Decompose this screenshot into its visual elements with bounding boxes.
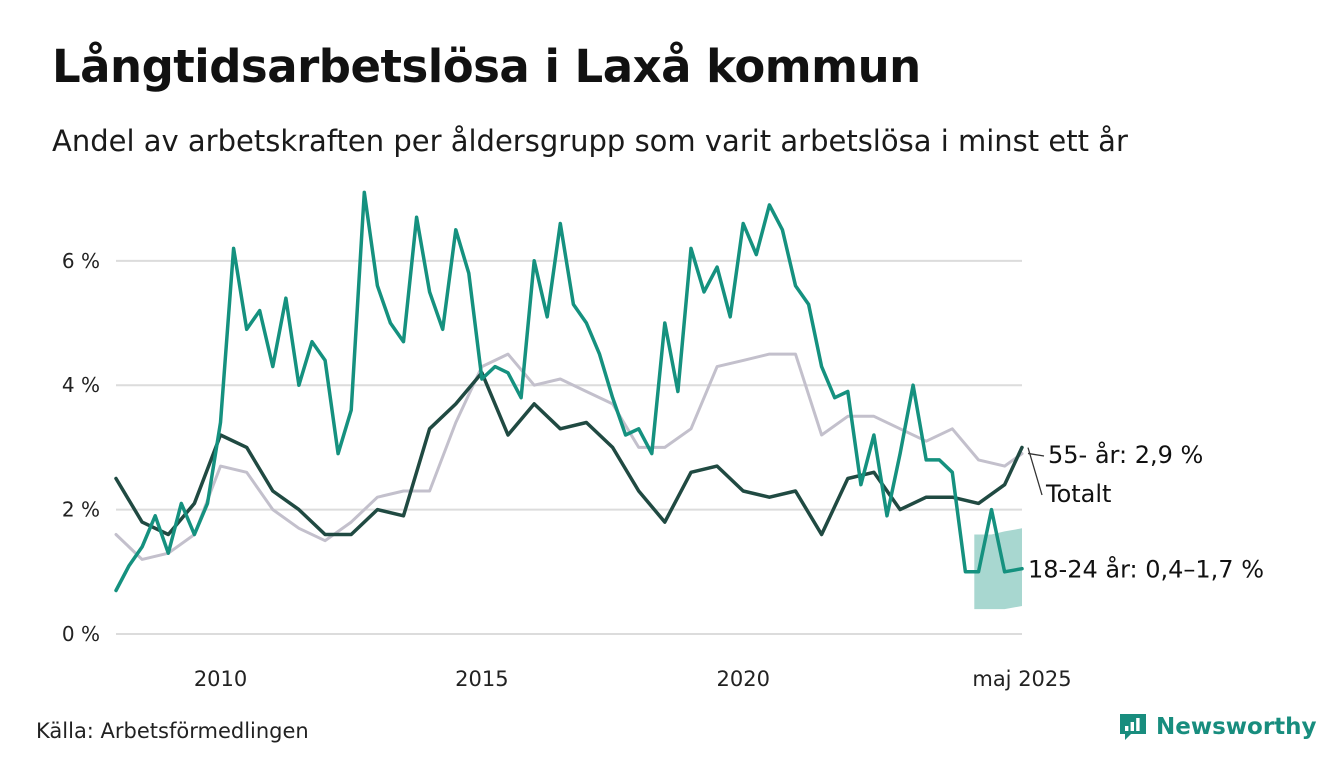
x-tick-label: 2010 [194, 667, 247, 691]
y-tick-label: 4 % [62, 373, 100, 397]
y-tick-label: 0 % [62, 622, 100, 646]
brand-logo: Newsworthy [1118, 712, 1317, 742]
x-tick-label: maj 2025 [972, 667, 1071, 691]
end-label-total: Totalt [1045, 480, 1111, 508]
label-layer: 55- år: 2,9 % Totalt 18-24 år: 0,4–1,7 % [1027, 440, 1264, 584]
chart-title: Långtidsarbetslösa i Laxå kommun [52, 40, 921, 93]
label-leader-total [1027, 447, 1043, 496]
axis-layer: 0 % 2 % 4 % 6 % 2010 2015 2020 maj 2025 [62, 249, 1072, 691]
x-tick-label: 2015 [455, 667, 508, 691]
chart-subtitle: Andel av arbetskraften per åldersgrupp s… [52, 124, 1128, 158]
newsworthy-logo-icon [1120, 714, 1146, 740]
end-label-older: 55- år: 2,9 % [1048, 440, 1203, 469]
uncertainty-band [974, 528, 1022, 610]
end-label-youth: 18-24 år: 0,4–1,7 % [1028, 555, 1264, 584]
series-layer [114, 190, 1024, 593]
series-line-total [114, 371, 1024, 537]
uncertainty-band-layer [974, 528, 1022, 610]
y-tick-label: 2 % [62, 498, 100, 522]
label-leader-older [1027, 452, 1045, 457]
y-tick-label: 6 % [62, 249, 100, 273]
series-line-older [114, 352, 1024, 561]
x-tick-label: 2020 [717, 667, 770, 691]
series-line-youth [114, 190, 1024, 593]
source-note: Källa: Arbetsförmedlingen [36, 719, 309, 743]
brand-name: Newsworthy [1156, 714, 1317, 740]
gridlines [116, 259, 1022, 635]
